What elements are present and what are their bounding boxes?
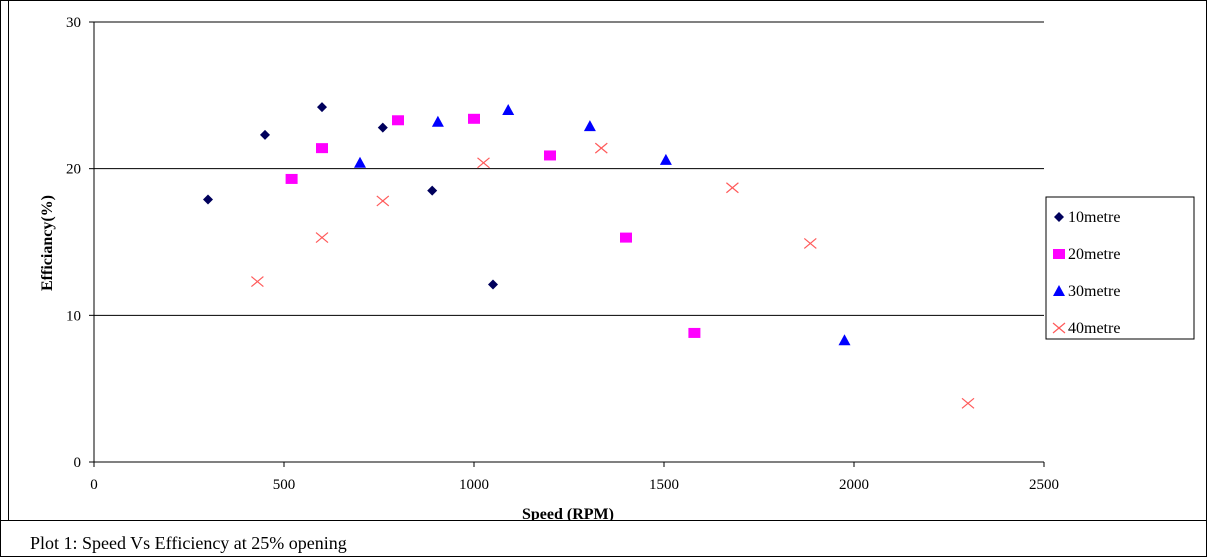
data-point-30metre	[354, 156, 366, 168]
x-tick-label-0: 0	[90, 477, 98, 493]
y-axis-label: Efficiancy(%)	[39, 195, 56, 291]
data-point-30metre	[838, 334, 851, 346]
data-point-10metre	[260, 129, 270, 140]
frame-divider	[8, 0, 9, 520]
data-point-20metre	[620, 232, 632, 243]
x-tick-label-500: 500	[273, 477, 296, 493]
legend-label-20metre: 20metre	[1068, 246, 1120, 263]
data-point-10metre	[377, 122, 388, 133]
legend-box	[1045, 196, 1195, 340]
y-tick-label-0: 0	[74, 455, 82, 471]
data-point-20metre	[316, 143, 328, 154]
x-tick-label-1500: 1500	[649, 477, 679, 493]
legend-label-40metre: 40metre	[1068, 320, 1120, 337]
legend-label-30metre: 30metre	[1068, 283, 1120, 300]
data-points	[203, 102, 975, 409]
data-point-10metre	[488, 279, 498, 290]
data-point-30metre	[659, 153, 672, 165]
axes	[89, 21, 1045, 467]
y-tick-label-20: 20	[66, 162, 81, 178]
data-point-40metre	[594, 142, 608, 154]
data-point-30metre	[431, 115, 444, 127]
data-point-20metre	[468, 113, 480, 124]
data-point-40metre	[315, 232, 329, 244]
scatter-chart: 0 10 20 30 0 500 1000 1500 2000 2500 Speed (RPM)…	[39, 15, 1195, 520]
x-tick-label-2000: 2000	[839, 477, 869, 493]
data-point-40metre	[803, 238, 817, 249]
legend-marker-10metre	[1054, 212, 1064, 222]
data-point-30metre	[583, 120, 596, 132]
caption-divider	[0, 520, 1207, 521]
data-point-30metre	[502, 104, 515, 115]
y-tick-labels: 0 10 20 30	[66, 15, 81, 471]
y-tick-label-30: 30	[66, 15, 81, 31]
data-point-40metre	[961, 397, 975, 409]
legend-marker-20metre	[1053, 249, 1065, 259]
x-tick-labels: 0 500 1000 1500 2000 2500	[90, 477, 1059, 493]
data-point-10metre	[203, 194, 213, 205]
y-tick-label-10: 10	[66, 308, 81, 324]
gridlines	[94, 21, 1044, 316]
data-point-20metre	[285, 173, 298, 184]
data-point-20metre	[392, 115, 404, 126]
legend-marker-40metre	[1052, 322, 1066, 334]
legend: 10metre 20metre 30metre 40metre	[1045, 196, 1195, 340]
data-point-20metre	[688, 327, 701, 338]
x-tick-label-1000: 1000	[459, 477, 489, 493]
data-point-10metre	[317, 102, 327, 113]
data-point-40metre	[477, 157, 490, 169]
x-axis-label: Speed (RPM)	[522, 506, 614, 520]
figure-caption: Plot 1: Speed Vs Efficiency at 25% openi…	[30, 533, 347, 553]
data-point-40metre	[726, 182, 739, 194]
legend-marker-30metre	[1053, 285, 1065, 296]
x-tick-label-2500: 2500	[1029, 477, 1059, 493]
data-point-20metre	[544, 150, 556, 161]
legend-label-10metre: 10metre	[1068, 209, 1120, 226]
data-point-10metre	[427, 185, 438, 196]
data-point-40metre	[251, 276, 264, 288]
data-point-40metre	[376, 195, 390, 207]
